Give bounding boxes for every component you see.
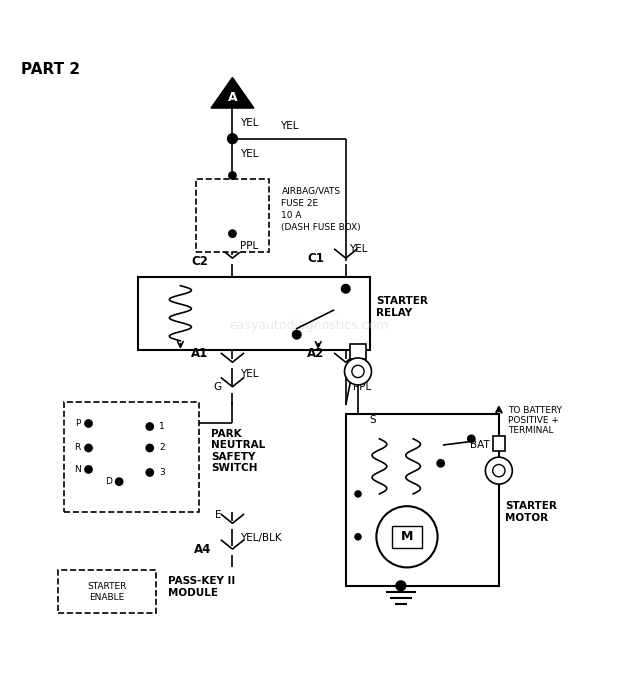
Text: TO BATTERY
POSITIVE +
TERMINAL: TO BATTERY POSITIVE + TERMINAL: [508, 405, 562, 435]
Bar: [493, 435, 505, 451]
Text: 1: 1: [159, 422, 165, 431]
Circle shape: [229, 172, 236, 179]
Circle shape: [85, 444, 92, 452]
Circle shape: [227, 134, 237, 143]
Circle shape: [342, 284, 350, 293]
Text: YEL: YEL: [240, 118, 258, 128]
Circle shape: [468, 435, 475, 442]
Circle shape: [355, 491, 361, 497]
Circle shape: [146, 444, 153, 452]
Text: FUSE 2E: FUSE 2E: [281, 199, 318, 207]
Text: PART 2: PART 2: [21, 62, 80, 77]
Text: STARTER
MOTOR: STARTER MOTOR: [505, 501, 557, 523]
Circle shape: [437, 460, 444, 467]
Circle shape: [376, 506, 438, 568]
Text: YEL: YEL: [240, 370, 258, 379]
Circle shape: [116, 478, 123, 485]
Text: M: M: [401, 531, 413, 543]
Text: YEL: YEL: [280, 121, 298, 132]
Text: R: R: [74, 444, 80, 452]
Text: C1: C1: [307, 251, 324, 265]
Text: P: P: [75, 419, 80, 428]
Circle shape: [485, 457, 512, 484]
Text: C2: C2: [191, 255, 208, 267]
Circle shape: [85, 420, 92, 427]
Text: YEL: YEL: [240, 149, 258, 159]
Circle shape: [85, 466, 92, 473]
Text: 2: 2: [159, 444, 164, 452]
Text: E: E: [215, 510, 221, 520]
Text: A1: A1: [191, 346, 208, 360]
Text: G: G: [213, 382, 221, 392]
Text: PARK
NEUTRAL
SAFETY
SWITCH: PARK NEUTRAL SAFETY SWITCH: [211, 428, 265, 473]
Text: STARTER
RELAY: STARTER RELAY: [376, 296, 428, 318]
Text: PPL: PPL: [353, 382, 371, 392]
Text: PPL: PPL: [240, 241, 258, 251]
Circle shape: [146, 469, 153, 476]
FancyBboxPatch shape: [64, 402, 199, 512]
Circle shape: [146, 423, 153, 430]
Text: YEL: YEL: [349, 244, 367, 254]
FancyBboxPatch shape: [58, 570, 156, 613]
Bar: [350, 344, 366, 359]
Text: STARTER
ENABLE: STARTER ENABLE: [87, 582, 127, 601]
Circle shape: [396, 581, 406, 591]
Text: YEL/BLK: YEL/BLK: [240, 533, 281, 543]
Circle shape: [355, 533, 361, 540]
Text: 10 A: 10 A: [281, 211, 302, 220]
Text: A4: A4: [193, 542, 211, 556]
Text: A: A: [227, 90, 237, 104]
Text: S: S: [369, 415, 376, 426]
FancyBboxPatch shape: [196, 178, 269, 252]
Circle shape: [352, 365, 364, 377]
Bar: [138, 276, 370, 350]
Text: 3: 3: [159, 468, 165, 477]
Circle shape: [229, 230, 236, 237]
Polygon shape: [211, 78, 254, 108]
Text: N: N: [74, 465, 81, 474]
Circle shape: [344, 358, 371, 385]
Text: (DASH FUSE BOX): (DASH FUSE BOX): [281, 223, 361, 232]
Circle shape: [493, 465, 505, 477]
Bar: [345, 414, 499, 586]
Text: AIRBAG/VATS: AIRBAG/VATS: [281, 186, 341, 195]
Text: easyautodiagnostics.com: easyautodiagnostics.com: [229, 319, 389, 332]
Bar: [392, 526, 422, 548]
Circle shape: [292, 330, 301, 339]
Text: A2: A2: [307, 346, 324, 360]
Text: D: D: [104, 477, 112, 486]
Text: BAT: BAT: [470, 440, 489, 450]
Text: PASS-KEY II
MODULE: PASS-KEY II MODULE: [168, 576, 235, 598]
